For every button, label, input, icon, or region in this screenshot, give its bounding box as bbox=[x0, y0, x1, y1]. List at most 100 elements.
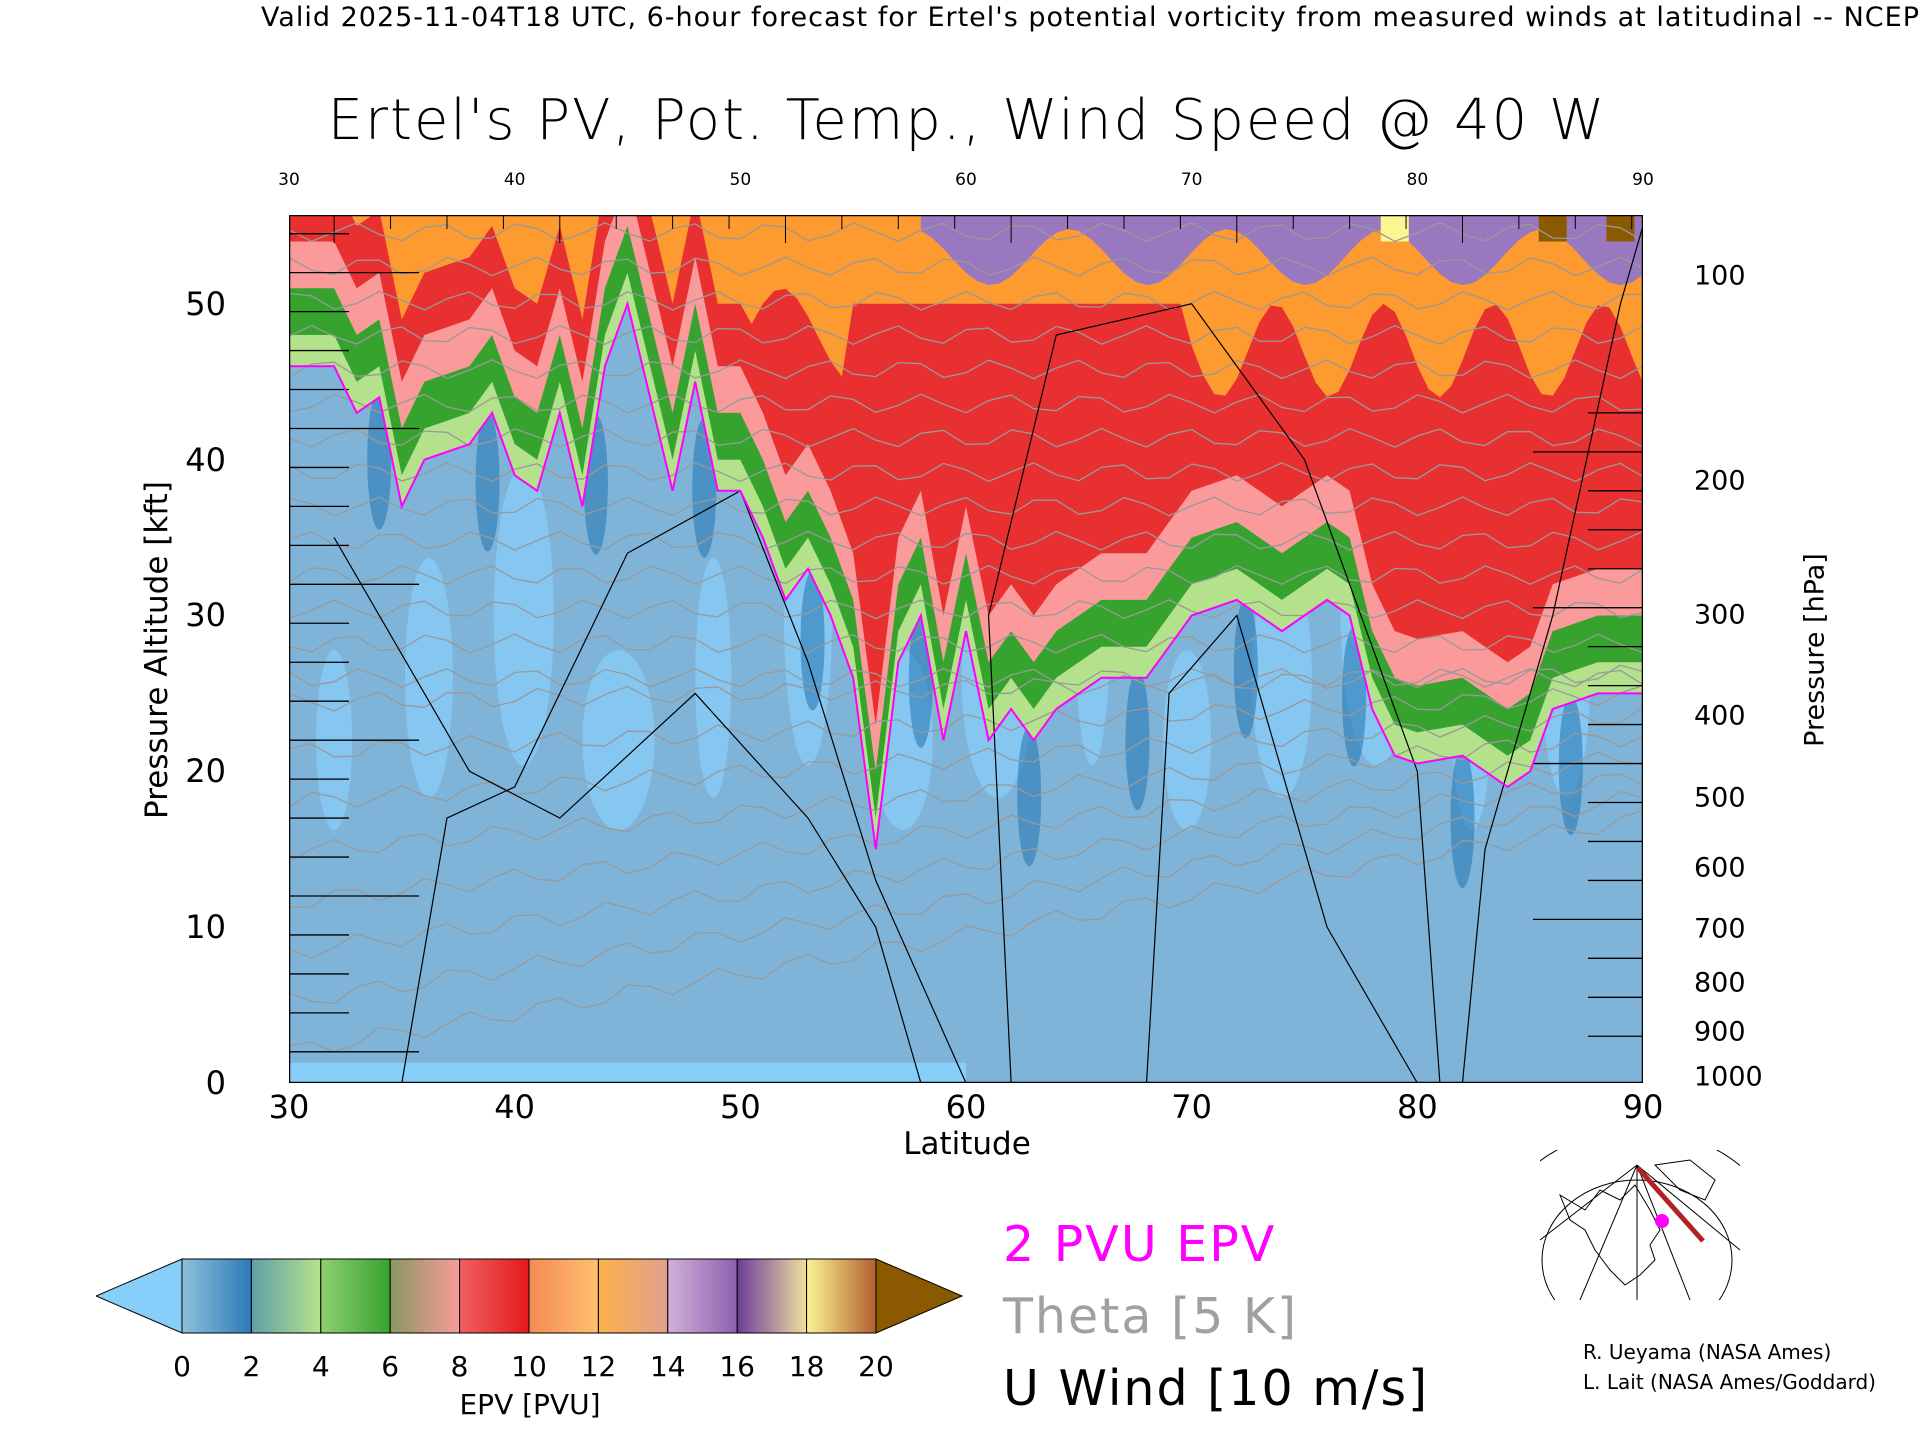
theta-contour-line bbox=[289, 427, 1643, 448]
wind-contours bbox=[333, 225, 1643, 1083]
colorbar-label: EPV [PVU] bbox=[459, 1388, 601, 1421]
y-tick-label: 40 bbox=[185, 440, 226, 479]
x-tick-label: 80 bbox=[1396, 1088, 1438, 1126]
colorbar-tick-label: 4 bbox=[311, 1350, 330, 1383]
valid-time-header: Valid 2025-11-04T18 UTC, 6-hour forecast… bbox=[260, 2, 1920, 33]
plot-frame bbox=[289, 215, 1643, 1083]
x-tick-label: 90 bbox=[1622, 1088, 1664, 1126]
top-x-tick-label: 60 bbox=[955, 170, 977, 190]
map-section-line bbox=[1636, 1166, 1705, 1243]
theta-contour-line bbox=[289, 599, 1643, 620]
layer-pv-high bbox=[1380, 215, 1409, 242]
x-tick-label: 30 bbox=[268, 1088, 310, 1126]
y-tick-label: 50 bbox=[185, 284, 226, 323]
pressure-tick-label: 200 bbox=[1694, 465, 1746, 497]
colorbar-segment bbox=[459, 1258, 530, 1334]
theta-contours bbox=[289, 222, 1643, 1053]
pressure-tick-label: 300 bbox=[1694, 599, 1746, 631]
colorbar bbox=[96, 1258, 964, 1334]
legend-pv: 2 PVU EPV bbox=[1003, 1216, 1277, 1273]
colorbar-segment bbox=[320, 1258, 391, 1334]
colorbar-segment bbox=[736, 1258, 808, 1334]
theta-contour-line bbox=[289, 684, 1643, 758]
top-x-tick-label: 40 bbox=[503, 170, 526, 190]
theta-contour-line bbox=[289, 564, 1643, 586]
layer-blue-streak bbox=[1233, 598, 1258, 739]
pressure-tick-label: 100 bbox=[1694, 260, 1746, 292]
theta-contour-line bbox=[289, 496, 1643, 517]
layer-very-low-pv bbox=[404, 557, 453, 798]
colorbar-tick-label: 6 bbox=[381, 1350, 400, 1383]
credit-line-2: L. Lait (NASA Ames/Goddard) bbox=[1583, 1370, 1876, 1394]
y-tick-label: 20 bbox=[185, 752, 226, 791]
legend-theta: Theta [5 K] bbox=[1003, 1288, 1299, 1345]
pressure-tick-label: 500 bbox=[1694, 782, 1746, 814]
colorbar-under-triangle bbox=[96, 1258, 183, 1334]
y-tick-label: 30 bbox=[185, 596, 226, 635]
wind-contour-line bbox=[401, 489, 967, 1083]
theta-contour-line bbox=[289, 732, 1643, 863]
top-x-tick-label: 90 bbox=[1632, 170, 1654, 190]
pressure-tick-label: 400 bbox=[1694, 700, 1746, 732]
colorbar-segment bbox=[806, 1258, 877, 1334]
epv-heatmap bbox=[289, 215, 1643, 1083]
wind-contour-line bbox=[987, 303, 1441, 1083]
layer-blue-streak bbox=[475, 411, 500, 552]
theta-contour-line bbox=[289, 790, 1643, 1005]
theta-contour-line bbox=[289, 222, 1643, 243]
wind-barbs bbox=[289, 233, 1643, 1053]
x-tick-label: 40 bbox=[494, 1088, 536, 1126]
colorbar-segment bbox=[389, 1258, 461, 1334]
wind-contour-line bbox=[1145, 614, 1418, 1083]
colorbar-tick-label: 2 bbox=[242, 1350, 261, 1383]
theta-contour-line bbox=[289, 324, 1643, 346]
top-x-tick-label: 30 bbox=[278, 170, 300, 190]
layer-blue-streak bbox=[1017, 726, 1042, 867]
colorbar-tick-label: 12 bbox=[580, 1350, 617, 1383]
y-tick-label: 0 bbox=[205, 1064, 226, 1102]
colorbar-tick-label: 10 bbox=[511, 1350, 547, 1383]
cross-section-plot bbox=[289, 215, 1643, 1083]
theta-contour-line bbox=[289, 773, 1643, 959]
top-x-tick-label: 70 bbox=[1180, 170, 1203, 190]
theta-contour-line bbox=[289, 393, 1643, 414]
map-coastline bbox=[1558, 1184, 1661, 1286]
layer-very-low-pv bbox=[1163, 650, 1212, 831]
colorbar-tick-label: 8 bbox=[450, 1350, 469, 1383]
colorbar-segment bbox=[597, 1258, 669, 1334]
theta-contour-line bbox=[289, 359, 1643, 380]
layer-surface bbox=[289, 1062, 966, 1083]
x-tick-label: 60 bbox=[945, 1088, 987, 1126]
colorbar-tick-label: 20 bbox=[858, 1350, 894, 1383]
pressure-tick-label: 800 bbox=[1694, 967, 1746, 999]
layer-blue-streak bbox=[800, 570, 825, 711]
colorbar-tick-label: 0 bbox=[173, 1350, 191, 1383]
theta-contour-line bbox=[289, 809, 1643, 1053]
theta-contour-line bbox=[289, 530, 1643, 551]
pressure-tick-label: 600 bbox=[1694, 852, 1746, 884]
theta-contour-line bbox=[289, 667, 1643, 688]
colorbar-segment bbox=[250, 1258, 322, 1334]
layer-pv-high bbox=[1538, 215, 1567, 242]
top-x-tick-label: 50 bbox=[729, 170, 752, 190]
layer-blue-streak bbox=[1450, 748, 1475, 889]
colorbar-tick-label: 16 bbox=[719, 1350, 756, 1383]
theta-contour-line bbox=[289, 664, 1643, 712]
right-axis-label: Pressure [hPa] bbox=[1799, 553, 1831, 747]
pv2-contour bbox=[289, 300, 1643, 850]
y-tick-label: 10 bbox=[185, 908, 226, 947]
pressure-tick-label: 700 bbox=[1694, 913, 1746, 945]
credit-line-1: R. Ueyama (NASA Ames) bbox=[1583, 1340, 1832, 1364]
location-map bbox=[1540, 1150, 1740, 1300]
y-axis-label: Pressure Altitude [kft] bbox=[139, 481, 175, 819]
theta-contour-line bbox=[289, 462, 1643, 483]
x-tick-label: 50 bbox=[719, 1088, 761, 1126]
chart-title: Ertel's PV, Pot. Temp., Wind Speed @ 40 … bbox=[327, 88, 1607, 153]
colorbar-segment bbox=[528, 1258, 599, 1334]
colorbar-over-triangle bbox=[875, 1258, 964, 1334]
colorbar-segment bbox=[181, 1258, 252, 1334]
frame-ticks bbox=[333, 215, 1633, 243]
pv2-contour-line bbox=[289, 300, 1643, 850]
colorbar-tick-label: 14 bbox=[649, 1350, 686, 1383]
x-axis-label: Latitude bbox=[903, 1126, 1031, 1162]
